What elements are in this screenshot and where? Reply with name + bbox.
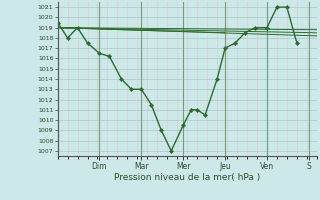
X-axis label: Pression niveau de la mer( hPa ): Pression niveau de la mer( hPa )	[114, 173, 260, 182]
